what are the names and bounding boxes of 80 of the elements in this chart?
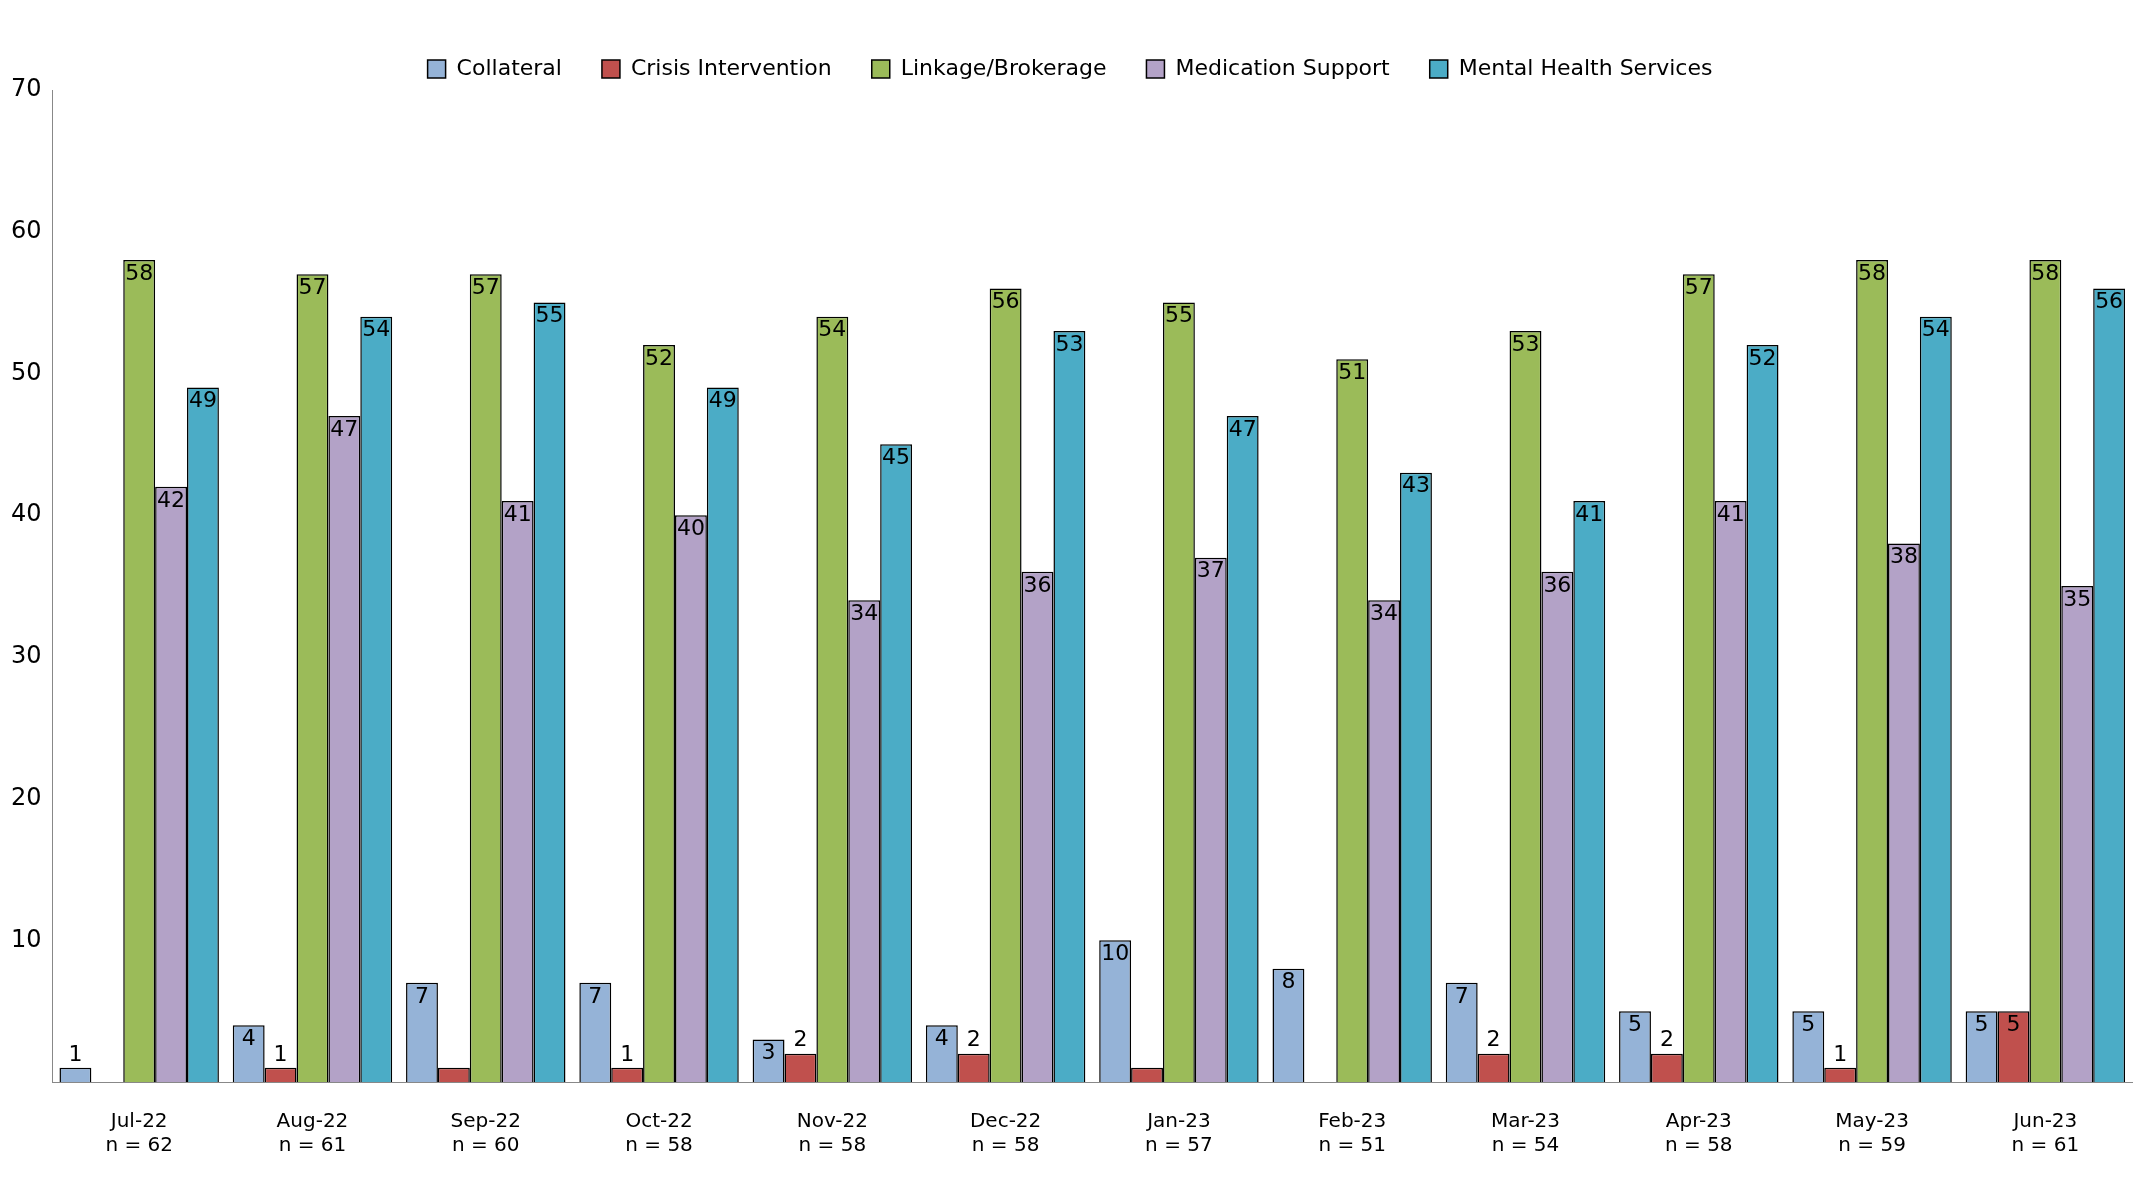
data-label: 58 xyxy=(125,259,154,285)
data-label: 38 xyxy=(1889,543,1918,569)
x-tick-label: May-23 n = 59 xyxy=(1835,1108,1909,1157)
data-label: 7 xyxy=(588,982,603,1008)
data-label: 53 xyxy=(1511,330,1540,356)
data-label: 47 xyxy=(1228,415,1257,441)
data-label: 58 xyxy=(1858,259,1887,285)
data-label: 49 xyxy=(708,387,737,413)
data-label: 40 xyxy=(676,514,705,540)
data-label: 1 xyxy=(68,1040,83,1066)
data-label: 2 xyxy=(793,1026,808,1052)
data-label: 56 xyxy=(991,288,1020,314)
y-tick-label: 40 xyxy=(10,499,42,528)
data-label: 2 xyxy=(1486,1026,1501,1052)
data-label: 45 xyxy=(882,444,911,469)
y-tick-label: 30 xyxy=(10,641,42,670)
legend-label: Medication Support xyxy=(1175,54,1391,80)
legend-label: Crisis Intervention xyxy=(630,54,832,80)
data-label: 41 xyxy=(503,500,532,526)
data-label: 34 xyxy=(850,599,879,625)
data-label: 36 xyxy=(1543,571,1572,597)
data-label: 36 xyxy=(1023,571,1052,597)
legend-label: Collateral xyxy=(456,54,562,80)
legend-label: Mental Health Services xyxy=(1458,54,1713,80)
x-tick-label: Mar-23 n = 54 xyxy=(1490,1108,1561,1157)
data-label: 41 xyxy=(1716,500,1745,526)
legend-label: Linkage/Brokerage xyxy=(900,54,1107,80)
data-label: 2 xyxy=(1659,1026,1674,1052)
data-label: 43 xyxy=(1401,472,1430,498)
x-tick-label: Dec-22 n = 58 xyxy=(969,1108,1042,1157)
data-label: 1 xyxy=(273,1040,288,1066)
x-tick-label: Jun-23 n = 61 xyxy=(2011,1108,2080,1157)
data-label: 47 xyxy=(330,415,359,441)
data-label: 55 xyxy=(535,302,564,328)
data-label: 58 xyxy=(2031,259,2060,285)
data-label: 4 xyxy=(934,1025,949,1051)
data-label: 57 xyxy=(471,273,500,299)
data-label: 1 xyxy=(620,1040,635,1066)
data-label: 35 xyxy=(2063,585,2092,611)
data-label: 37 xyxy=(1196,557,1225,583)
data-label: 5 xyxy=(1628,1010,1643,1036)
data-label: 49 xyxy=(188,387,217,413)
data-label: 4 xyxy=(241,1025,256,1051)
data-label: 34 xyxy=(1370,599,1399,625)
data-label: 10 xyxy=(1101,940,1130,965)
data-label: 54 xyxy=(362,316,391,342)
data-label: 7 xyxy=(414,982,429,1008)
data-label: 54 xyxy=(1921,316,1950,342)
y-tick-label: 60 xyxy=(10,215,42,244)
data-label: 54 xyxy=(818,316,847,342)
data-label: 5 xyxy=(1974,1010,1989,1036)
x-tick-label: Aug-22 n = 61 xyxy=(276,1108,349,1157)
data-label: 57 xyxy=(298,273,327,299)
data-label: 8 xyxy=(1281,968,1296,994)
data-label: 1 xyxy=(1833,1040,1848,1066)
data-label: 3 xyxy=(761,1039,776,1065)
x-tick-label: Jul-22 n = 62 xyxy=(105,1108,173,1157)
x-tick-label: Nov-22 n = 58 xyxy=(796,1108,868,1157)
data-label: 7 xyxy=(1454,982,1469,1008)
y-tick-label: 50 xyxy=(10,357,42,386)
data-label: 5 xyxy=(2006,1010,2021,1036)
x-tick-label: Jan-23 n = 57 xyxy=(1145,1108,1213,1157)
x-tick-label: Feb-23 n = 51 xyxy=(1318,1108,1387,1157)
y-tick-label: 70 xyxy=(10,74,42,103)
data-label: 42 xyxy=(157,486,186,512)
data-label: 41 xyxy=(1575,500,1604,526)
data-label: 56 xyxy=(2095,288,2124,314)
y-tick-label: 10 xyxy=(10,924,42,953)
data-label: 51 xyxy=(1338,358,1367,384)
data-label: 2 xyxy=(966,1026,981,1052)
x-tick-label: Sep-22 n = 60 xyxy=(450,1108,521,1157)
x-tick-label: Apr-23 n = 58 xyxy=(1664,1108,1733,1157)
data-label: 53 xyxy=(1055,330,1084,356)
data-label: 5 xyxy=(1801,1010,1816,1036)
data-label: 52 xyxy=(645,344,674,370)
x-tick-label: Oct-22 n = 58 xyxy=(625,1108,693,1157)
data-label: 57 xyxy=(1684,273,1713,299)
data-label: 52 xyxy=(1748,344,1777,370)
data-label: 55 xyxy=(1164,302,1193,328)
y-tick-label: 20 xyxy=(10,782,42,811)
